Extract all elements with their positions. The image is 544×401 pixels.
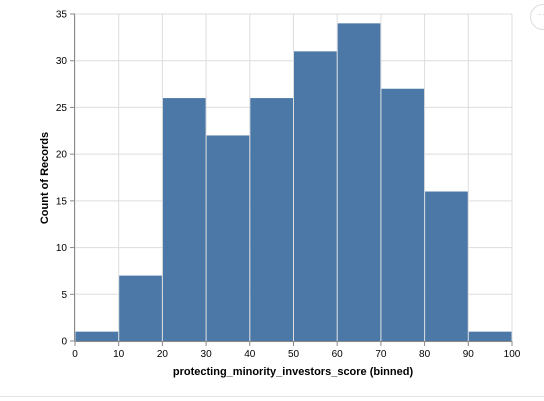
x-tick-label: 40 xyxy=(244,349,256,360)
y-tick-label: 25 xyxy=(56,103,68,114)
histogram-bar xyxy=(162,98,206,341)
y-tick-label: 5 xyxy=(61,290,67,301)
y-tick-label: 35 xyxy=(56,10,68,21)
y-tick-label: 30 xyxy=(56,56,68,67)
x-tick-label: 60 xyxy=(332,349,344,360)
histogram-bar xyxy=(425,191,468,341)
histogram-bar xyxy=(468,331,512,341)
x-axis-ticks: 0 10 20 30 40 50 60 70 80 90 100 xyxy=(72,341,521,360)
histogram-bar xyxy=(337,23,381,341)
x-tick-label: 80 xyxy=(419,349,431,360)
x-tick-label: 0 xyxy=(72,349,78,360)
histogram-bar xyxy=(206,135,250,341)
y-tick-label: 0 xyxy=(61,337,67,348)
x-tick-label: 50 xyxy=(288,349,300,360)
histogram-bar xyxy=(119,275,162,341)
histogram-bar xyxy=(381,88,425,341)
x-tick-label: 70 xyxy=(375,349,387,360)
grid-lines xyxy=(74,13,513,342)
x-tick-label: 30 xyxy=(201,349,213,360)
x-tick-label: 90 xyxy=(463,349,475,360)
y-tick-label: 15 xyxy=(56,196,68,207)
x-axis-title: protecting_minority_investors_score (bin… xyxy=(173,366,414,378)
x-tick-label: 100 xyxy=(504,349,521,360)
y-tick-label: 10 xyxy=(56,243,68,254)
y-axis-title: Count of Records xyxy=(39,132,51,224)
histogram-bar xyxy=(250,98,293,341)
bars xyxy=(75,23,512,341)
x-tick-label: 20 xyxy=(157,349,169,360)
y-tick-label: 20 xyxy=(56,150,68,161)
x-tick-label: 10 xyxy=(113,349,125,360)
histogram-bar xyxy=(75,331,119,341)
more-options-icon: ··· xyxy=(538,9,544,20)
divider xyxy=(0,396,544,397)
histogram-bar xyxy=(294,51,337,341)
y-axis-ticks: 0 5 10 15 20 25 30 35 xyxy=(56,10,75,348)
